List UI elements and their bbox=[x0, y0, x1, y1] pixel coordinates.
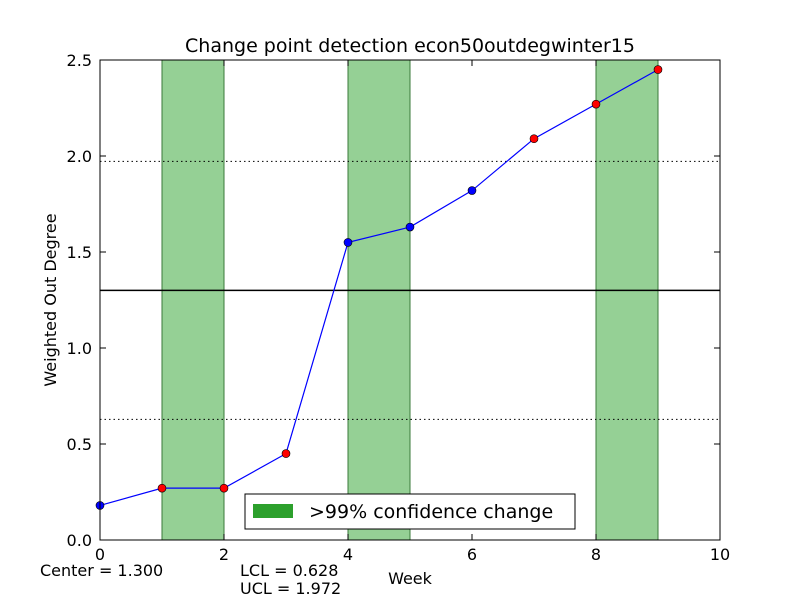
y-tick-label: 1.0 bbox=[67, 339, 92, 358]
reference-lines bbox=[100, 160, 720, 420]
series-line bbox=[99, 69, 659, 507]
data-point-5 bbox=[405, 222, 415, 232]
change-region-1 bbox=[161, 59, 225, 541]
x-tick-label: 0 bbox=[95, 545, 105, 564]
legend: >99% confidence change bbox=[244, 493, 576, 530]
x-tick-label: 8 bbox=[591, 545, 601, 564]
legend-box bbox=[244, 493, 576, 530]
y-tick-label: 0.0 bbox=[67, 531, 92, 550]
y-axis-label: Weighted Out Degree bbox=[41, 213, 60, 386]
data-point-3 bbox=[281, 449, 291, 458]
ucl-value-text: UCL = 1.972 bbox=[240, 579, 341, 598]
lcl-value-text: LCL = 0.628 bbox=[240, 561, 338, 580]
legend-label: >99% confidence change bbox=[309, 501, 553, 523]
data-series bbox=[95, 65, 663, 510]
plot-frame bbox=[99, 59, 721, 541]
change-regions bbox=[161, 59, 659, 541]
change-region-2 bbox=[347, 59, 411, 541]
x-tick-label: 4 bbox=[343, 545, 353, 564]
data-point-8 bbox=[591, 99, 601, 109]
y-tick-label: 0.5 bbox=[67, 435, 92, 454]
data-point-4 bbox=[343, 238, 353, 247]
center-value-text: Center = 1.300 bbox=[40, 561, 163, 580]
data-point-1 bbox=[157, 483, 167, 493]
x-tick-label: 2 bbox=[219, 545, 229, 564]
y-tick-label: 2.0 bbox=[67, 147, 92, 166]
data-point-9 bbox=[653, 65, 663, 74]
y-tick-label: 2.5 bbox=[67, 51, 92, 70]
x-tick-label: 6 bbox=[467, 545, 477, 564]
data-point-6 bbox=[467, 186, 477, 195]
axis-ticks: 0 2 4 6 8 10 0.0 0.5 1.0 1.5 2.0 2.5 bbox=[67, 51, 731, 564]
y-tick-label: 1.5 bbox=[67, 243, 92, 262]
data-point-7 bbox=[529, 134, 539, 144]
legend-swatch bbox=[253, 504, 293, 518]
data-point-2 bbox=[219, 483, 229, 493]
change-region-3 bbox=[595, 59, 659, 541]
chart-title: Change point detection econ50outdegwinte… bbox=[185, 35, 635, 57]
x-tick-label: 10 bbox=[710, 545, 730, 564]
x-axis-label: Week bbox=[388, 569, 433, 588]
